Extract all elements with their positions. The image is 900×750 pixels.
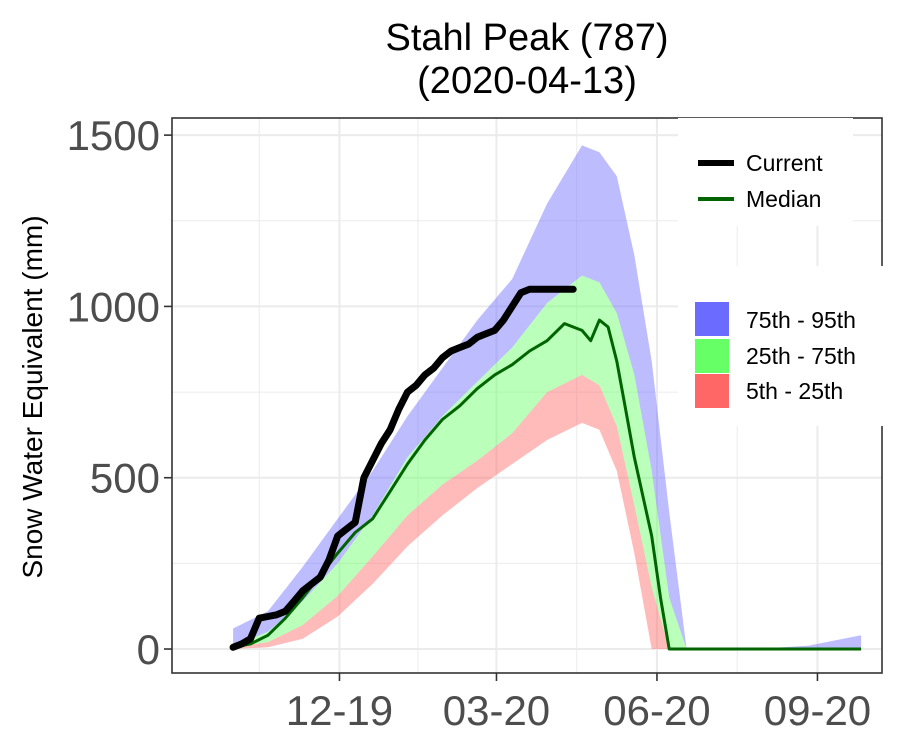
x-tick-label: 03-20 (443, 687, 550, 734)
legend-lines: Current Median (678, 118, 853, 226)
y-tick-label: 500 (90, 455, 160, 502)
x-tick-label: 09-20 (764, 687, 871, 734)
band-5th-25th (233, 374, 862, 649)
legend-lines-background (678, 118, 853, 226)
legend-25-75-swatch (695, 339, 729, 373)
legend-current-label: Current (746, 150, 823, 176)
y-tick-label: 0 (137, 626, 160, 673)
current-line (229, 285, 577, 651)
legend-75-95-label: 75th - 95th (746, 307, 856, 333)
series-lines (229, 285, 862, 651)
chart-subtitle: (2020-04-13) (417, 60, 637, 102)
x-tick-label: 06-20 (603, 687, 710, 734)
y-tick-label: 1000 (67, 283, 160, 330)
chart-title: Stahl Peak (787) (385, 17, 668, 59)
y-tick-label: 1500 (67, 112, 160, 159)
legend-25-75-label: 25th - 75th (746, 343, 856, 369)
y-axis-label: Snow Water Equivalent (mm) (17, 215, 48, 578)
legend-5-25-label: 5th - 25th (746, 378, 843, 404)
legend-75-95-swatch (695, 302, 729, 336)
legend-bands: 75th - 95th 25th - 75th 5th - 25th (678, 266, 888, 426)
legend-median-label: Median (746, 186, 821, 212)
y-axis-ticks: 0 500 1000 1500 (67, 112, 172, 673)
legend-5-25-swatch (695, 374, 729, 408)
x-axis-ticks: 12-19 03-20 06-20 09-20 (286, 673, 871, 734)
x-tick-label: 12-19 (286, 687, 393, 734)
band-25th-75th (233, 275, 862, 649)
